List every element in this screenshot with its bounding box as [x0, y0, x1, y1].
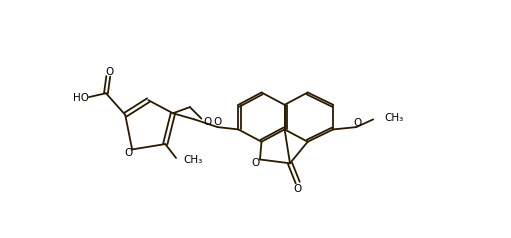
- Text: CH₃: CH₃: [184, 155, 203, 165]
- Text: CH₃: CH₃: [384, 113, 403, 123]
- Text: O: O: [203, 117, 212, 127]
- Text: O: O: [214, 117, 222, 127]
- Text: O: O: [354, 118, 362, 128]
- Text: O: O: [124, 148, 132, 158]
- Text: O: O: [251, 158, 260, 168]
- Text: O: O: [105, 67, 113, 77]
- Text: O: O: [293, 184, 302, 194]
- Text: HO: HO: [73, 93, 88, 103]
